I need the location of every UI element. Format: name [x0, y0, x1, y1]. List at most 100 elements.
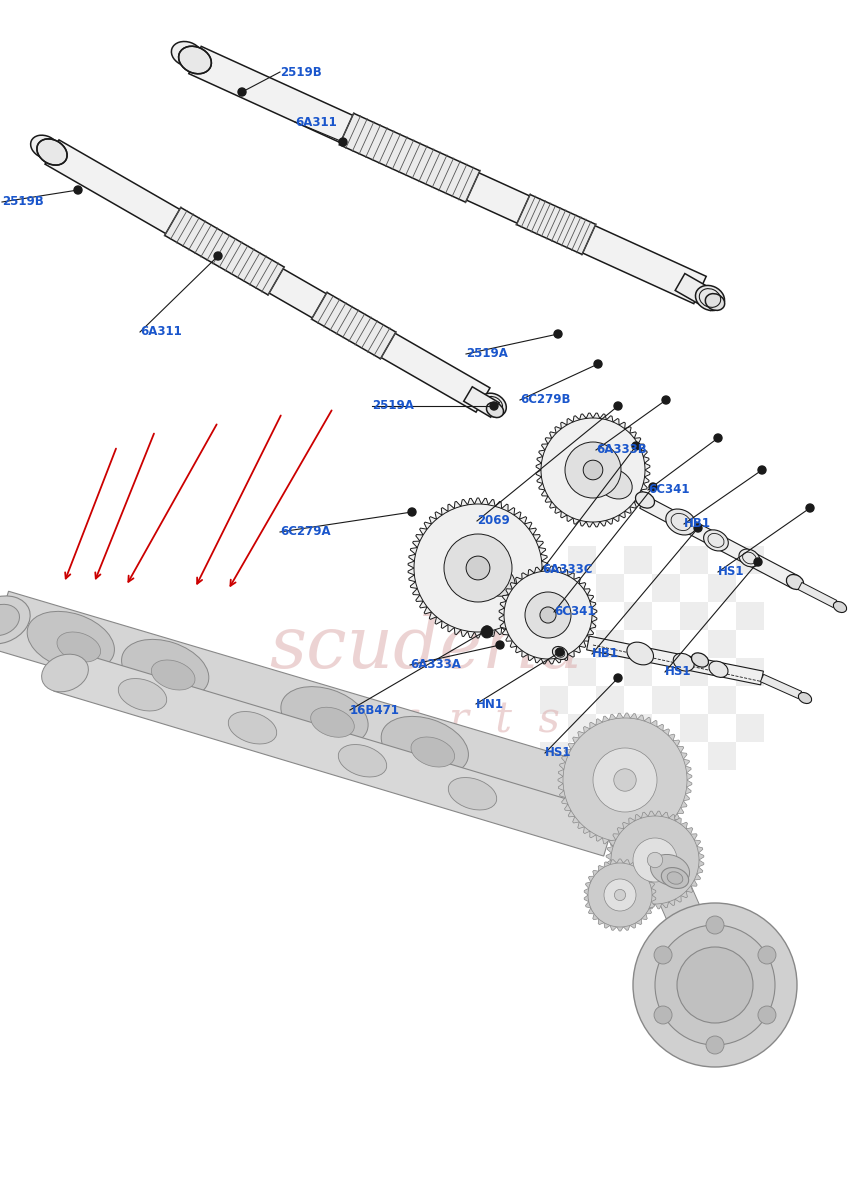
Circle shape [757, 1006, 775, 1024]
Polygon shape [797, 582, 836, 607]
Ellipse shape [0, 605, 20, 636]
Ellipse shape [590, 462, 639, 505]
Circle shape [553, 330, 561, 338]
Bar [567, 714, 596, 742]
Ellipse shape [411, 737, 454, 767]
Circle shape [654, 925, 774, 1045]
Bar [651, 630, 679, 658]
Bar [735, 546, 763, 574]
Bar [596, 686, 624, 714]
Bar [735, 714, 763, 742]
Bar [735, 658, 763, 686]
Text: 6A311: 6A311 [295, 115, 337, 128]
Ellipse shape [703, 530, 728, 551]
Circle shape [661, 396, 669, 404]
Text: HB1: HB1 [683, 517, 711, 530]
Ellipse shape [650, 854, 688, 886]
Bar [567, 546, 596, 574]
Bar [539, 686, 567, 714]
Circle shape [705, 1036, 723, 1054]
Polygon shape [535, 413, 649, 527]
Circle shape [805, 504, 813, 512]
Ellipse shape [37, 139, 67, 166]
Polygon shape [407, 498, 547, 638]
Bar [707, 574, 735, 602]
Polygon shape [164, 208, 284, 295]
Ellipse shape [666, 871, 682, 884]
Circle shape [632, 838, 676, 882]
Text: 2519B: 2519B [279, 66, 321, 78]
Polygon shape [584, 859, 655, 931]
Circle shape [482, 626, 491, 634]
Circle shape [705, 916, 723, 934]
Bar [539, 574, 567, 602]
Circle shape [593, 360, 602, 368]
Circle shape [564, 442, 620, 498]
Circle shape [465, 556, 489, 580]
Ellipse shape [42, 654, 89, 692]
Text: HS1: HS1 [717, 565, 744, 578]
Bar [596, 630, 624, 658]
Polygon shape [339, 113, 480, 202]
Polygon shape [607, 773, 731, 992]
Ellipse shape [27, 611, 114, 671]
Bar [624, 714, 651, 742]
Polygon shape [54, 649, 616, 856]
Circle shape [647, 852, 662, 868]
Text: 6A333C: 6A333C [541, 564, 592, 576]
Ellipse shape [660, 868, 688, 888]
Ellipse shape [665, 509, 695, 535]
Ellipse shape [228, 712, 276, 744]
Bar [707, 686, 735, 714]
Polygon shape [515, 194, 595, 254]
Ellipse shape [151, 660, 195, 690]
Circle shape [653, 946, 671, 964]
Text: a  p  a  r  t  s: a p a r t s [293, 698, 559, 740]
Ellipse shape [171, 42, 203, 66]
Bar [679, 658, 707, 686]
Bar [651, 686, 679, 714]
Circle shape [481, 626, 492, 638]
Ellipse shape [832, 601, 846, 612]
Ellipse shape [468, 557, 523, 604]
Circle shape [648, 482, 656, 491]
Bar [651, 574, 679, 602]
Polygon shape [0, 592, 598, 823]
Circle shape [413, 504, 541, 632]
Circle shape [444, 534, 511, 602]
Bar [539, 630, 567, 658]
Bar [567, 602, 596, 630]
Polygon shape [639, 496, 797, 588]
Bar [624, 602, 651, 630]
Circle shape [238, 88, 245, 96]
Polygon shape [586, 636, 763, 685]
Ellipse shape [597, 469, 631, 499]
Text: 6A333A: 6A333A [410, 659, 460, 672]
Bar [679, 602, 707, 630]
Text: 2519B: 2519B [2, 196, 43, 209]
Ellipse shape [31, 136, 60, 158]
Ellipse shape [310, 707, 354, 737]
Polygon shape [498, 566, 596, 664]
Text: 6A333B: 6A333B [596, 444, 646, 456]
Circle shape [631, 442, 639, 450]
Ellipse shape [672, 653, 694, 671]
Circle shape [540, 418, 644, 522]
Text: 6C279A: 6C279A [279, 526, 331, 539]
Bar [624, 658, 651, 686]
Circle shape [524, 592, 570, 638]
Ellipse shape [705, 294, 724, 311]
Bar [679, 546, 707, 574]
Text: 6C279B: 6C279B [520, 394, 570, 407]
Text: 6C341: 6C341 [553, 606, 595, 618]
Polygon shape [188, 47, 705, 304]
Polygon shape [759, 674, 801, 698]
Bar [596, 574, 624, 602]
Circle shape [603, 878, 636, 911]
Text: 16B471: 16B471 [349, 703, 400, 716]
Circle shape [583, 460, 602, 480]
Circle shape [587, 863, 651, 926]
Ellipse shape [797, 692, 810, 703]
Bar [596, 742, 624, 770]
Circle shape [562, 718, 686, 842]
